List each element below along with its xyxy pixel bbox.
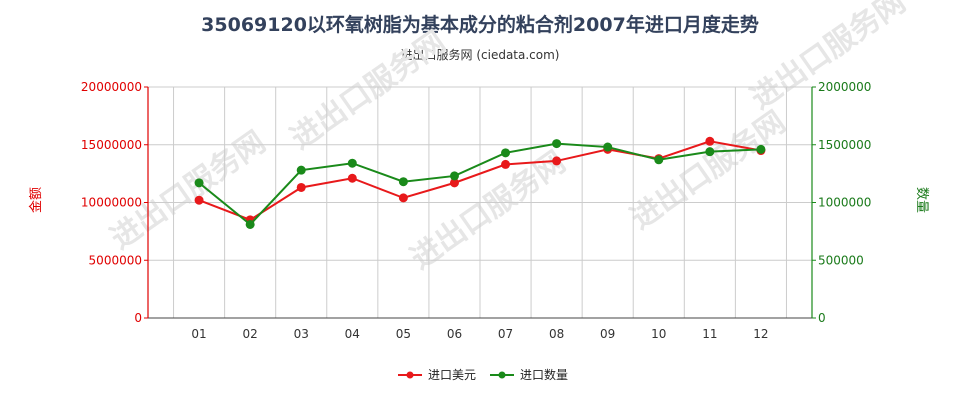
- legend-marker: [498, 371, 506, 379]
- right-tick-label: 2000000: [818, 80, 871, 94]
- legend-marker: [406, 371, 414, 379]
- left-tick-label: 20000000: [81, 80, 142, 94]
- chart-subtitle: 进出口服务网 (ciedata.com): [400, 48, 560, 62]
- left-axis-label: 金额: [28, 187, 44, 213]
- left-tick-label: 0: [134, 311, 142, 325]
- x-tick-label: 01: [191, 327, 206, 341]
- series-line: [198, 142, 761, 226]
- x-tick-label: 07: [498, 327, 513, 341]
- legend-label: 进口美元: [428, 368, 476, 382]
- data-point[interactable]: [501, 148, 511, 158]
- chart-title: 35069120以环氧树脂为基本成分的粘合剂2007年进口月度走势: [201, 14, 759, 36]
- right-tick-label: 1000000: [818, 196, 871, 210]
- data-point[interactable]: [552, 156, 562, 166]
- right-tick-label: 0: [818, 311, 826, 325]
- x-tick-label: 11: [702, 327, 717, 341]
- data-point[interactable]: [296, 165, 306, 175]
- x-tick-label: 03: [294, 327, 309, 341]
- left-tick-label: 15000000: [81, 138, 142, 152]
- series-line: [198, 140, 762, 221]
- legend[interactable]: 进口美元 进口数量: [398, 367, 568, 382]
- data-point[interactable]: [449, 171, 459, 181]
- x-tick-label: 04: [345, 327, 360, 341]
- data-point[interactable]: [245, 219, 255, 229]
- data-point[interactable]: [705, 136, 715, 146]
- data-point[interactable]: [705, 147, 715, 157]
- series: [194, 136, 766, 229]
- x-tick-label: 05: [396, 327, 411, 341]
- data-point[interactable]: [603, 142, 613, 152]
- x-tick-label: 12: [753, 327, 768, 341]
- watermark-text: 进出口服务网: [285, 25, 453, 157]
- x-tick-label: 06: [447, 327, 462, 341]
- grid: [148, 86, 812, 319]
- data-point[interactable]: [398, 193, 408, 203]
- data-point[interactable]: [756, 144, 766, 154]
- data-point[interactable]: [296, 182, 306, 192]
- data-point[interactable]: [347, 173, 357, 183]
- left-tick-label: 10000000: [81, 196, 142, 210]
- legend-label: 进口数量: [520, 367, 568, 382]
- x-tick-label: 09: [600, 327, 615, 341]
- data-point[interactable]: [194, 195, 204, 205]
- data-point[interactable]: [194, 178, 204, 188]
- data-point[interactable]: [347, 158, 357, 168]
- x-tick-label: 02: [243, 327, 258, 341]
- data-point[interactable]: [398, 177, 408, 187]
- data-point[interactable]: [501, 159, 511, 169]
- right-tick-label: 1500000: [818, 138, 871, 152]
- x-tick-label: 10: [651, 327, 666, 341]
- data-point[interactable]: [449, 178, 459, 188]
- watermark-text: 进出口服务网: [745, 0, 913, 117]
- ticks: 0 5000000 10000000 15000000 20000000 0 500000 1…: [28, 80, 929, 341]
- watermark-text: 进出口服务网: [405, 145, 573, 277]
- legend-item[interactable]: 进口数量: [490, 367, 568, 382]
- data-point[interactable]: [552, 139, 562, 149]
- data-point[interactable]: [654, 155, 664, 165]
- legend-item[interactable]: 进口美元: [398, 368, 476, 382]
- x-tick-label: 08: [549, 327, 564, 341]
- left-tick-label: 5000000: [89, 253, 142, 267]
- right-tick-label: 500000: [818, 253, 864, 267]
- watermark-text: 进出口服务网: [625, 105, 793, 237]
- right-axis-label: 数量: [914, 187, 929, 213]
